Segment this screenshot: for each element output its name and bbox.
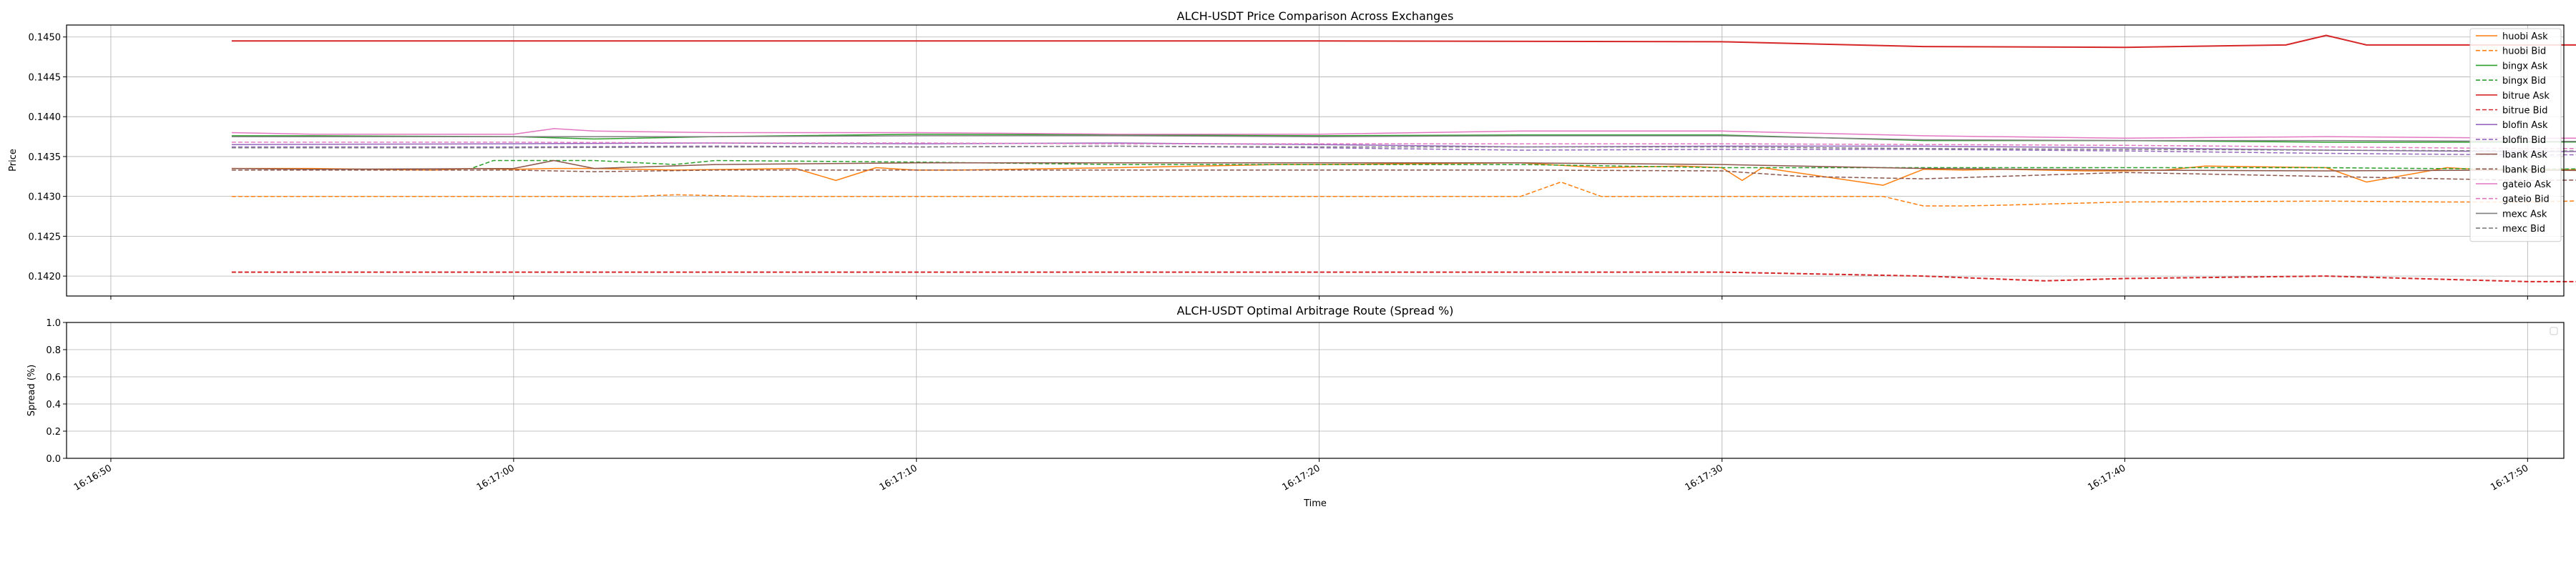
spread-y-tick-label: 0.4 (46, 400, 61, 410)
legend-box (2469, 28, 2562, 242)
series-line-lbank-bid (231, 169, 2576, 182)
spread-chart-frame (66, 322, 2565, 459)
series-line-gateio-ask (231, 128, 2576, 139)
price-y-tick-label: 0.1430 (29, 192, 62, 203)
legend-label-mexc-ask: mexc Ask (2502, 209, 2547, 220)
price-chart-legend: huobi Ask huobi Bid bingx Ask bingx Bid bitr… (2469, 28, 2562, 242)
legend-label-huobi-bid: huobi Bid (2502, 46, 2546, 57)
spread-y-tick-label: 0.0 (46, 454, 61, 465)
spread-chart-empty-legend (2550, 327, 2558, 335)
price-y-tick-label: 0.1435 (29, 152, 62, 163)
price-y-tick-label: 0.1440 (29, 112, 62, 123)
price-comparison-chart: 0.1420 0.1425 0.1430 0.1435 0.1440 0.1445 0.14… (8, 9, 2576, 300)
series-line-mexc-ask (231, 135, 2576, 142)
series-line-mexc-bid (231, 145, 2576, 152)
price-chart-y-ticks: 0.1420 0.1425 0.1430 0.1435 0.1440 0.1445 0.14… (29, 33, 67, 282)
price-y-tick-label: 0.1450 (29, 33, 62, 44)
spread-chart-y-label: Spread (%) (26, 365, 37, 416)
spread-y-tick-label: 0.6 (46, 373, 61, 383)
series-line-blofin-ask (231, 142, 2576, 152)
legend-label-mexc-bid: mexc Bid (2502, 224, 2545, 235)
spread-y-tick-label: 0.2 (46, 427, 61, 438)
series-line-bingx-ask (231, 133, 2576, 143)
legend-label-huobi-ask: huobi Ask (2502, 31, 2548, 42)
price-chart-y-label: Price (8, 149, 19, 172)
legend-label-blofin-ask: blofin Ask (2502, 120, 2548, 131)
price-y-tick-label: 0.1445 (29, 72, 62, 83)
legend-label-lbank-ask: lbank Ask (2502, 150, 2547, 161)
price-chart-title: ALCH-USDT Price Comparison Across Exchan… (1177, 9, 1454, 23)
series-line-gateio-bid (231, 142, 2576, 149)
legend-label-gateio-bid: gateio Bid (2502, 194, 2550, 205)
legend-label-bingx-ask: bingx Ask (2502, 61, 2548, 72)
spread-y-tick-label: 0.8 (46, 345, 61, 356)
legend-label-lbank-bid: lbank Bid (2502, 164, 2546, 175)
legend-label-gateio-ask: gateio Ask (2502, 179, 2552, 190)
series-line-huobi-bid (231, 181, 2576, 207)
price-chart-x-ticks (110, 296, 2528, 300)
legend-label-blofin-bid: blofin Bid (2502, 135, 2546, 146)
price-y-tick-label: 0.1425 (29, 232, 62, 242)
spread-chart-y-ticks: 0.0 0.2 0.4 0.6 0.8 1.0 (46, 318, 67, 465)
series-line-blofin-bid (231, 145, 2576, 156)
spread-chart-x-label: Time (1303, 498, 1327, 509)
legend-label-bitrue-ask: bitrue Ask (2502, 91, 2550, 102)
legend-label-bingx-bid: bingx Bid (2502, 76, 2546, 87)
legend-label-bitrue-bid: bitrue Bid (2502, 106, 2547, 117)
spread-y-tick-label: 1.0 (46, 318, 61, 329)
series-line-huobi-ask (231, 162, 2576, 186)
price-y-tick-label: 0.1420 (29, 272, 62, 282)
spread-chart-title: ALCH-USDT Optimal Arbitrage Route (Sprea… (1177, 304, 1454, 317)
series-line-bitrue-bid (231, 271, 2576, 282)
price-chart-frame (66, 24, 2565, 297)
